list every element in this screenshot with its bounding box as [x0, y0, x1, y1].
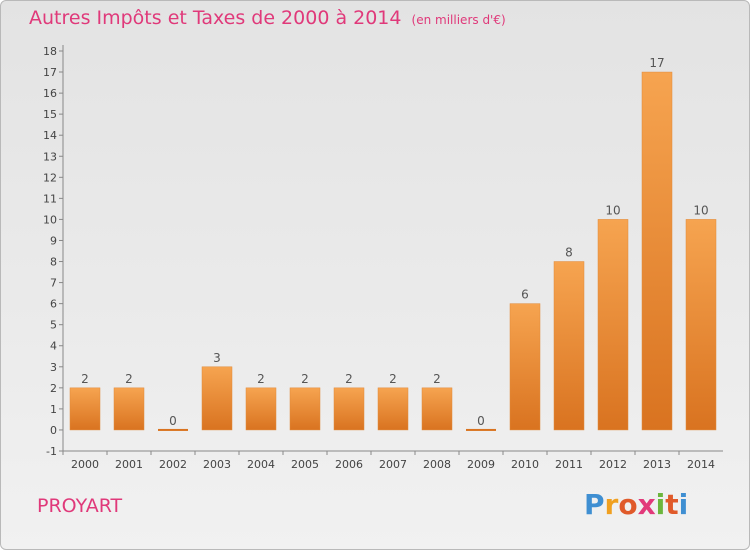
data-label-2006: 2 — [345, 372, 353, 386]
y-tick-label: 4 — [50, 340, 57, 353]
x-tick-label: 2003 — [203, 458, 231, 471]
bar-2003 — [201, 366, 233, 431]
bar-2005 — [289, 387, 321, 431]
bar-2011 — [553, 261, 585, 431]
y-tick-label: 15 — [43, 108, 57, 121]
x-tick-label: 2010 — [511, 458, 539, 471]
x-tick-label: 2005 — [291, 458, 319, 471]
y-tick-label: 5 — [50, 319, 57, 332]
x-tick-label: 2002 — [159, 458, 187, 471]
bar-2007 — [377, 387, 409, 431]
y-tick-label: 9 — [50, 234, 57, 247]
bar-2000 — [69, 387, 101, 431]
x-tick-label: 2008 — [423, 458, 451, 471]
x-tick-label: 2012 — [599, 458, 627, 471]
y-tick-label: 6 — [50, 298, 57, 311]
data-label-2011: 8 — [565, 246, 573, 260]
data-label-2000: 2 — [81, 372, 89, 386]
data-label-2013: 17 — [649, 56, 664, 70]
logo-letter: i — [655, 488, 666, 521]
bar-2010 — [509, 303, 541, 431]
x-tick-label: 2013 — [643, 458, 671, 471]
chart-title-text: Autres Impôts et Taxes de 2000 à 2014 — [29, 7, 402, 29]
x-tick-label: 2009 — [467, 458, 495, 471]
data-label-2009: 0 — [477, 414, 485, 428]
y-tick-label: 18 — [43, 45, 57, 58]
y-tick-label: 14 — [43, 129, 57, 142]
y-tick-label: 2 — [50, 382, 57, 395]
y-tick-label: 8 — [50, 256, 57, 269]
x-tick-label: 2004 — [247, 458, 275, 471]
bar-2014 — [685, 219, 717, 431]
x-tick-label: 2014 — [687, 458, 715, 471]
y-tick-label: 12 — [43, 171, 57, 184]
logo-letter: P — [584, 488, 605, 521]
y-tick-label: 3 — [50, 361, 57, 374]
x-tick-label: 2007 — [379, 458, 407, 471]
chart-title: Autres Impôts et Taxes de 2000 à 2014 (e… — [29, 7, 506, 29]
commune-name: PROYART — [37, 495, 123, 517]
proxiti-logo: Proxiti — [584, 488, 688, 521]
data-label-2010: 6 — [521, 288, 529, 302]
bar-2013 — [641, 71, 673, 431]
bar-2006 — [333, 387, 365, 431]
logo-letter: x — [637, 488, 656, 521]
bar-2012 — [597, 219, 629, 431]
data-label-2005: 2 — [301, 372, 309, 386]
logo-letter: t — [665, 488, 679, 521]
bar-2002 — [158, 428, 188, 431]
logo-letter: i — [678, 488, 689, 521]
data-label-2001: 2 — [125, 372, 133, 386]
logo-letter: r — [604, 488, 619, 521]
y-tick-label: 11 — [43, 192, 57, 205]
x-tick-label: 2011 — [555, 458, 583, 471]
logo-letter: o — [618, 488, 638, 521]
y-tick-label: 10 — [43, 213, 57, 226]
bar-2009 — [466, 428, 496, 431]
data-label-2003: 3 — [213, 351, 221, 365]
x-tick-label: 2006 — [335, 458, 363, 471]
data-label-2004: 2 — [257, 372, 265, 386]
y-tick-label: 7 — [50, 277, 57, 290]
y-tick-label: 17 — [43, 66, 57, 79]
bar-2008 — [421, 387, 453, 431]
chart-unit-label: (en milliers d'€) — [411, 13, 506, 27]
bar-2004 — [245, 387, 277, 431]
y-tick-label: 13 — [43, 150, 57, 163]
data-label-2008: 2 — [433, 372, 441, 386]
x-tick-label: 2001 — [115, 458, 143, 471]
data-label-2012: 10 — [605, 203, 620, 217]
y-tick-label: -1 — [46, 445, 57, 458]
data-label-2014: 10 — [693, 203, 708, 217]
data-label-2007: 2 — [389, 372, 397, 386]
bar-2001 — [113, 387, 145, 431]
y-tick-label: 0 — [50, 424, 57, 437]
data-label-2002: 0 — [169, 414, 177, 428]
x-tick-label: 2000 — [71, 458, 99, 471]
y-tick-label: 1 — [50, 403, 57, 416]
y-tick-label: 16 — [43, 87, 57, 100]
